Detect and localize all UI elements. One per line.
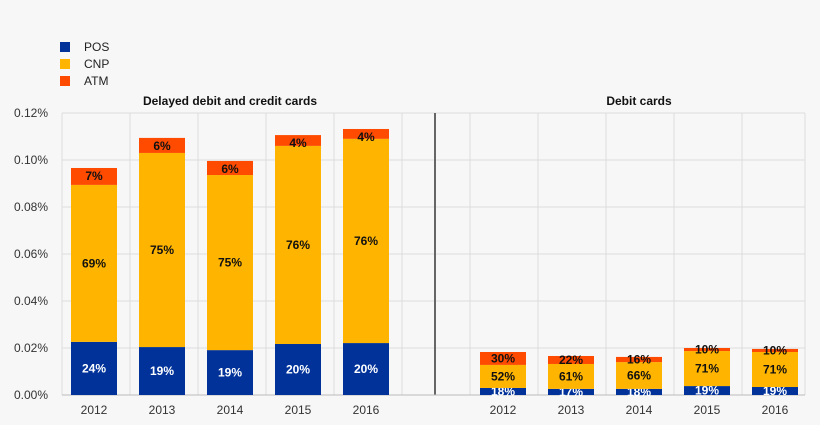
data-label: 4% — [289, 136, 307, 150]
bar-segment-atm — [684, 348, 730, 352]
bar-segment-pos — [752, 387, 798, 395]
x-tick-label: 2015 — [694, 403, 721, 417]
data-label: 24% — [82, 361, 106, 375]
data-label: 6% — [221, 162, 239, 176]
bar-segment-atm — [343, 128, 389, 139]
y-tick-label: 0.10% — [14, 153, 48, 167]
data-label: 7% — [85, 169, 103, 183]
legend-item-cnp: CNP — [60, 55, 109, 72]
bar-segment-atm — [71, 167, 117, 185]
data-label: 16% — [627, 353, 651, 367]
data-label: 22% — [559, 353, 583, 367]
bar-segment-atm — [139, 137, 185, 153]
bar-segment-cnp — [548, 363, 594, 389]
y-tick-label: 0.04% — [14, 294, 48, 308]
x-tick-label: 2015 — [285, 403, 312, 417]
legend-label: POS — [84, 39, 110, 54]
data-label: 10% — [695, 343, 719, 357]
data-label: 66% — [627, 368, 651, 382]
x-tick-label: 2012 — [81, 403, 108, 417]
y-tick-label: 0.08% — [14, 200, 48, 214]
bar-segment-cnp — [684, 351, 730, 387]
bar-segment-pos — [139, 347, 185, 395]
y-tick-label: 0.02% — [14, 341, 48, 355]
data-label: 20% — [354, 362, 378, 376]
data-label: 10% — [763, 343, 787, 357]
data-label: 76% — [354, 234, 378, 248]
legend-item-pos: POS — [60, 38, 109, 55]
data-label: 75% — [150, 243, 174, 257]
bar-segment-atm — [752, 348, 798, 352]
legend: POS CNP ATM — [60, 38, 109, 89]
bar-segment-atm — [480, 351, 526, 365]
x-tick-label: 2013 — [558, 403, 585, 417]
legend-item-atm: ATM — [60, 72, 109, 89]
data-label: 18% — [491, 384, 515, 398]
bar-segment-pos — [275, 344, 321, 395]
bar-segment-atm — [207, 160, 253, 176]
data-label: 71% — [763, 363, 787, 377]
data-label: 19% — [150, 364, 174, 378]
bar-segment-pos — [616, 388, 662, 395]
data-label: 69% — [82, 256, 106, 270]
legend-swatch — [60, 58, 70, 69]
bar-segment-cnp — [275, 145, 321, 345]
data-label: 19% — [763, 384, 787, 398]
data-label: 30% — [491, 351, 515, 365]
bar-segment-pos — [343, 343, 389, 395]
bar-segment-pos — [480, 387, 526, 395]
bar-segment-pos — [207, 350, 253, 395]
panel-title: Delayed debit and credit cards — [143, 94, 317, 108]
bar-segment-cnp — [71, 184, 117, 342]
x-tick-label: 2013 — [149, 403, 176, 417]
bar-segment-cnp — [343, 138, 389, 344]
y-tick-label: 0.12% — [14, 106, 48, 120]
y-tick-label: 0.06% — [14, 247, 48, 261]
bar-segment-cnp — [139, 152, 185, 348]
x-tick-label: 2016 — [762, 403, 789, 417]
x-tick-label: 2014 — [626, 403, 653, 417]
x-tick-label: 2012 — [490, 403, 517, 417]
data-label: 61% — [559, 369, 583, 383]
data-label: 75% — [218, 256, 242, 270]
legend-swatch — [60, 41, 70, 52]
bar-segment-pos — [684, 386, 730, 395]
data-label: 6% — [153, 139, 171, 153]
bar-segment-cnp — [752, 351, 798, 388]
panel-title: Debit cards — [606, 94, 672, 108]
y-tick-label: 0.00% — [14, 388, 48, 402]
bar-segment-pos — [548, 388, 594, 395]
legend-label: ATM — [84, 73, 109, 88]
data-label: 20% — [286, 363, 310, 377]
data-label: 4% — [357, 130, 375, 144]
x-tick-label: 2014 — [217, 403, 244, 417]
bar-segment-pos — [71, 341, 117, 395]
data-label: 71% — [695, 362, 719, 376]
x-tick-label: 2016 — [353, 403, 380, 417]
legend-label: CNP — [84, 56, 110, 71]
bar-segment-atm — [275, 135, 321, 146]
bar-segment-cnp — [480, 364, 526, 388]
data-label: 19% — [218, 366, 242, 380]
data-label: 19% — [695, 384, 719, 398]
bar-segment-atm — [616, 356, 662, 363]
legend-swatch — [60, 75, 70, 86]
bar-segment-cnp — [616, 362, 662, 389]
data-label: 76% — [286, 238, 310, 252]
bar-segment-atm — [548, 355, 594, 364]
bar-segment-cnp — [207, 175, 253, 351]
data-label: 52% — [491, 369, 515, 383]
